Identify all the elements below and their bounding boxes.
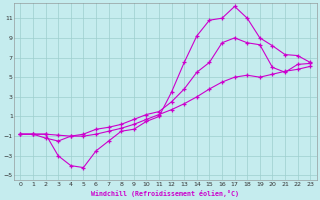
X-axis label: Windchill (Refroidissement éolien,°C): Windchill (Refroidissement éolien,°C)	[91, 190, 239, 197]
